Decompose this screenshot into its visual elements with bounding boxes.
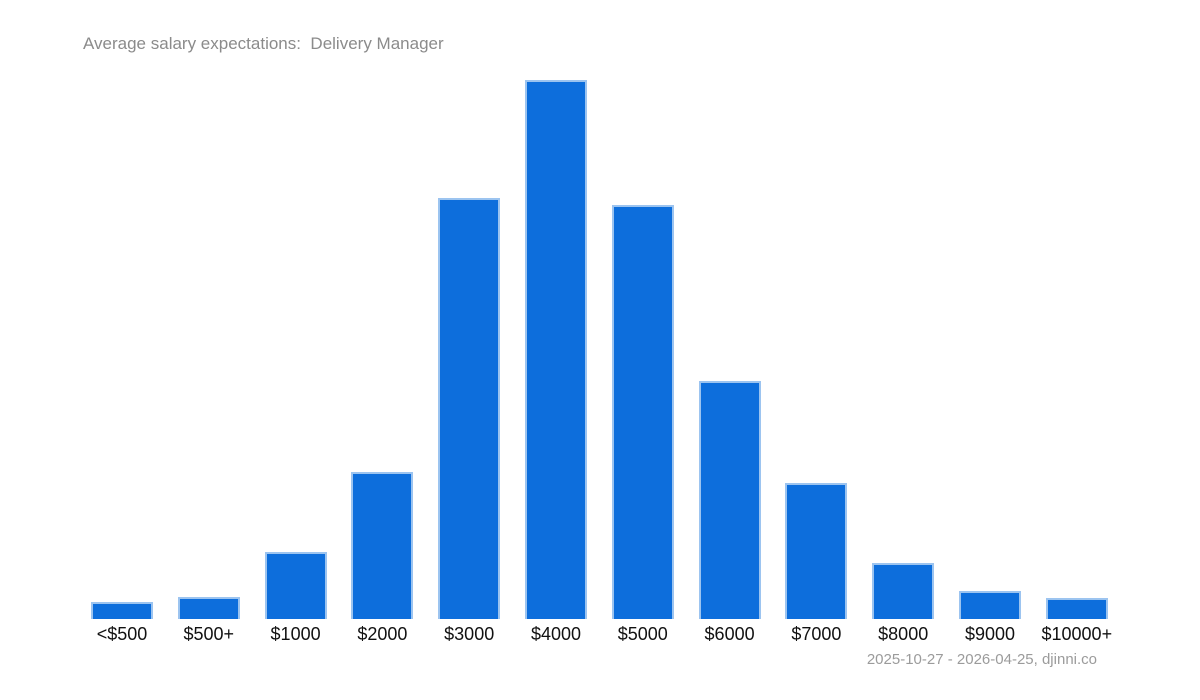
x-tick-label-4: $2000 <box>357 624 408 644</box>
bar-2[interactable] <box>177 597 240 619</box>
x-tick-label-11: $9000 <box>964 624 1016 644</box>
x-tick-label-10: $8000 <box>878 624 929 644</box>
x-tick-label-2: $500+ <box>183 624 235 644</box>
chart-title: Average salary expectations: Delivery Ma… <box>83 34 444 53</box>
x-tick-label-3: $1000 <box>270 624 321 644</box>
x-tick-label-6: $4000 <box>530 624 582 644</box>
x-tick-label-1: <$500 <box>96 624 148 644</box>
bar-5[interactable] <box>438 198 501 619</box>
x-tick-label-5: $3000 <box>444 624 495 644</box>
bar-1[interactable] <box>91 602 153 619</box>
bar-11[interactable] <box>959 591 1021 619</box>
x-tick-label-8: $6000 <box>704 624 755 644</box>
bar-6[interactable] <box>525 80 587 619</box>
bar-8[interactable] <box>698 381 761 619</box>
bar-9[interactable] <box>785 483 848 619</box>
x-tick-label-7: $5000 <box>617 624 668 644</box>
source-caption: 2025-10-27 - 2026-04-25, djinni.co <box>866 651 1097 668</box>
x-tick-label-9: $7000 <box>791 624 842 644</box>
bar-7[interactable] <box>611 205 674 619</box>
bar-4[interactable] <box>351 472 414 619</box>
bar-12[interactable] <box>1045 598 1108 619</box>
bar-3[interactable] <box>264 552 327 619</box>
bar-10[interactable] <box>872 563 935 619</box>
x-tick-label-12: $10000+ <box>1041 624 1113 644</box>
